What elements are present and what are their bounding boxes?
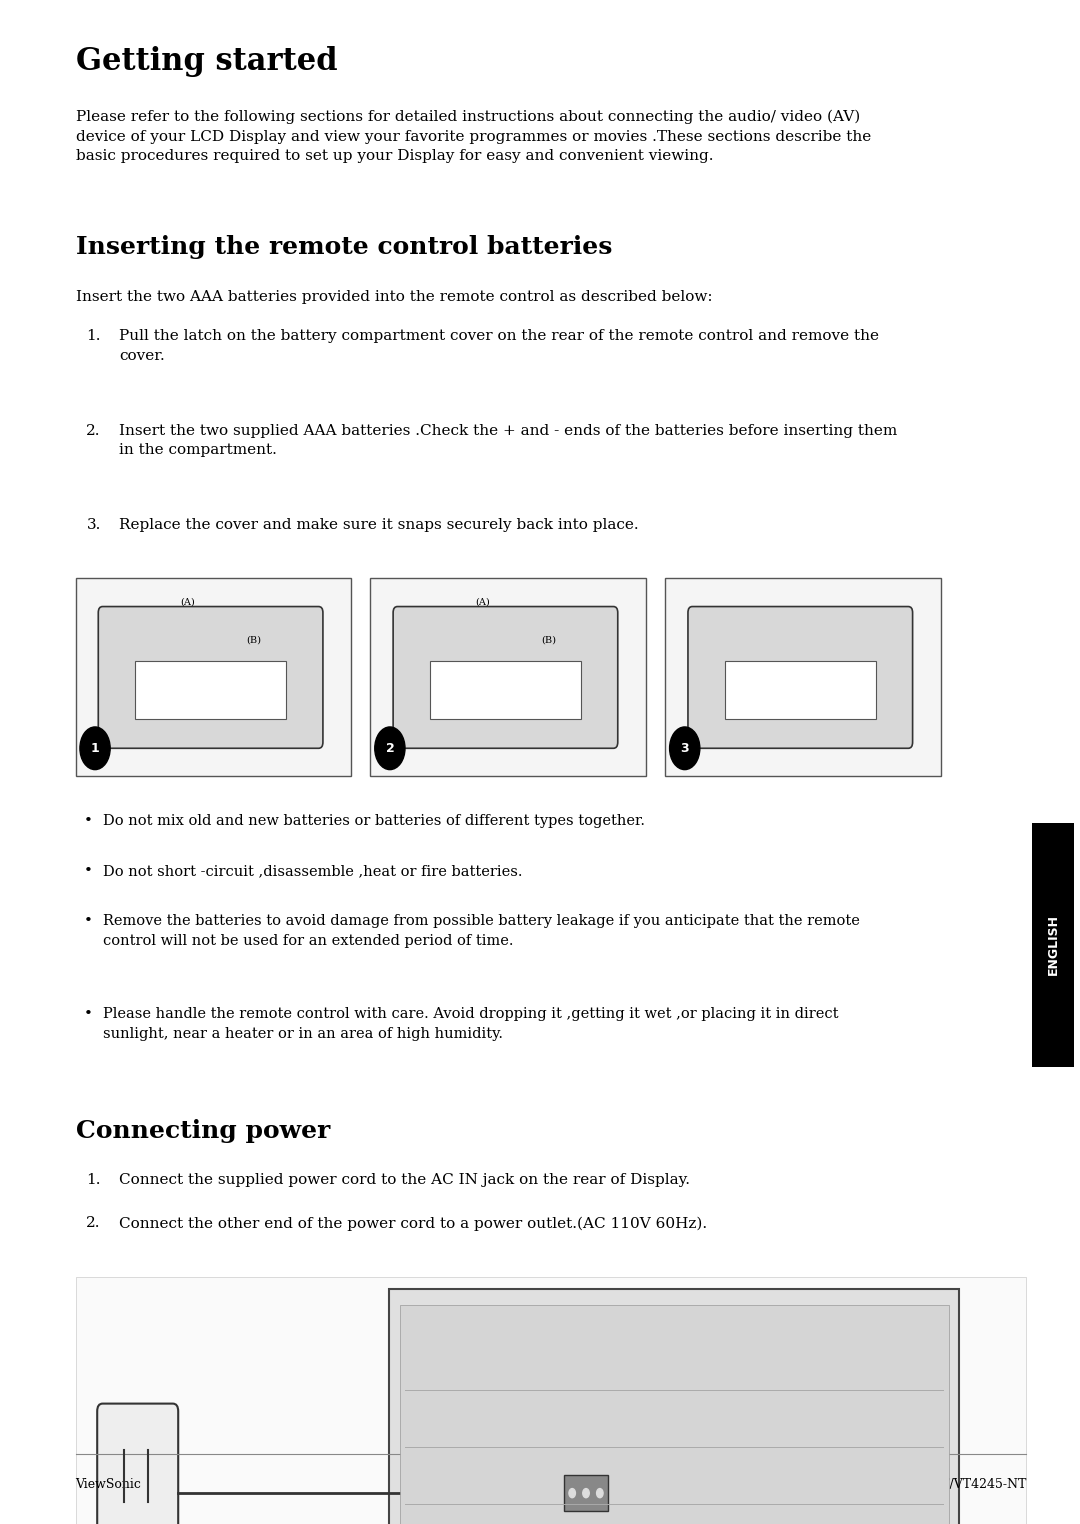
FancyBboxPatch shape [76,1277,1026,1524]
Text: ViewSonic: ViewSonic [76,1478,141,1492]
Text: ENGLISH: ENGLISH [1047,914,1059,975]
Text: (A): (A) [475,597,490,607]
Circle shape [569,1489,576,1498]
Circle shape [80,727,110,770]
Text: 1.: 1. [86,329,100,343]
Text: •: • [84,864,93,878]
Text: Do not mix old and new batteries or batteries of different types together.: Do not mix old and new batteries or batt… [103,814,645,828]
Text: Connect the other end of the power cord to a power outlet.(AC 110V 60Hz).: Connect the other end of the power cord … [119,1216,707,1230]
Text: Connecting power: Connecting power [76,1119,329,1143]
Text: Remove the batteries to avoid damage from possible battery leakage if you antici: Remove the batteries to avoid damage fro… [103,914,860,948]
FancyBboxPatch shape [688,607,913,748]
Text: Please refer to the following sections for detailed instructions about connectin: Please refer to the following sections f… [76,110,870,163]
Text: 2.: 2. [86,1216,100,1230]
Text: Please handle the remote control with care. Avoid dropping it ,getting it wet ,o: Please handle the remote control with ca… [103,1007,838,1041]
Text: Inserting the remote control batteries: Inserting the remote control batteries [76,235,612,259]
Text: Insert the two AAA batteries provided into the remote control as described below: Insert the two AAA batteries provided in… [76,290,712,303]
FancyBboxPatch shape [98,607,323,748]
FancyBboxPatch shape [665,578,941,776]
Text: Connect the supplied power cord to the AC IN jack on the rear of Display.: Connect the supplied power cord to the A… [119,1173,690,1187]
Circle shape [596,1489,603,1498]
Text: (A): (A) [180,597,195,607]
Text: 3: 3 [680,742,689,754]
Text: 2: 2 [386,742,394,754]
Text: VT3245-NT/VT3745-NT/VT4245-NT: VT3245-NT/VT3745-NT/VT4245-NT [799,1478,1026,1492]
Text: •: • [84,914,93,928]
FancyBboxPatch shape [135,660,286,719]
Text: 1: 1 [91,742,99,754]
Text: 2.: 2. [86,424,100,437]
FancyBboxPatch shape [393,607,618,748]
Circle shape [670,727,700,770]
Text: Do not short -circuit ,disassemble ,heat or fire batteries.: Do not short -circuit ,disassemble ,heat… [103,864,522,878]
FancyBboxPatch shape [430,660,581,719]
FancyBboxPatch shape [370,578,646,776]
FancyBboxPatch shape [725,660,876,719]
Text: Pull the latch on the battery compartment cover on the rear of the remote contro: Pull the latch on the battery compartmen… [119,329,879,363]
Circle shape [375,727,405,770]
Text: Insert the two supplied AAA batteries .Check the + and - ends of the batteries b: Insert the two supplied AAA batteries .C… [119,424,897,457]
Text: •: • [84,814,93,828]
Text: 1.: 1. [86,1173,100,1187]
Text: Getting started: Getting started [76,46,337,76]
Text: 11: 11 [532,1478,548,1492]
FancyBboxPatch shape [400,1305,948,1524]
Circle shape [583,1489,590,1498]
Text: •: • [84,1007,93,1021]
FancyBboxPatch shape [76,578,351,776]
FancyBboxPatch shape [565,1475,608,1512]
FancyBboxPatch shape [97,1404,178,1524]
Text: (B): (B) [246,636,261,645]
FancyBboxPatch shape [389,1289,959,1524]
Text: Replace the cover and make sure it snaps securely back into place.: Replace the cover and make sure it snaps… [119,518,638,532]
Text: 3.: 3. [86,518,100,532]
Text: (B): (B) [541,636,556,645]
